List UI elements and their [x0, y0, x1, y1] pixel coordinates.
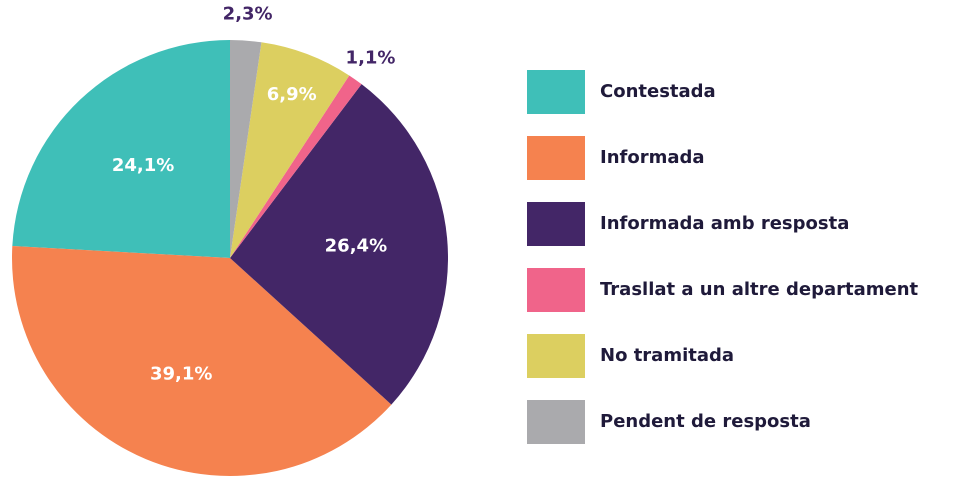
slice-label: 2,3% — [223, 3, 273, 24]
slice-label: 1,1% — [346, 47, 396, 68]
pie-slice — [230, 42, 350, 259]
pie-slice — [230, 75, 362, 258]
slice-label: 26,4% — [325, 235, 387, 256]
legend-label: Pendent de resposta — [600, 411, 811, 432]
legend-label: Informada — [600, 147, 705, 168]
pie-slice — [12, 246, 392, 476]
legend-swatch — [527, 202, 585, 246]
pie-slice — [230, 40, 262, 258]
legend-label: Contestada — [600, 81, 716, 102]
legend-swatch — [527, 136, 585, 180]
pie-slice — [12, 40, 231, 258]
legend-swatch — [527, 400, 585, 444]
legend-swatch — [527, 70, 585, 114]
slice-label: 24,1% — [112, 155, 174, 176]
slice-label: 6,9% — [267, 84, 317, 105]
pie-slice — [230, 84, 448, 405]
slice-label: 39,1% — [150, 364, 212, 385]
legend-swatch — [527, 334, 585, 378]
legend-label: Informada amb resposta — [600, 213, 849, 234]
legend-label: Trasllat a un altre departament — [600, 279, 919, 300]
legend-label: No tramitada — [600, 345, 734, 366]
legend-swatch — [527, 268, 585, 312]
